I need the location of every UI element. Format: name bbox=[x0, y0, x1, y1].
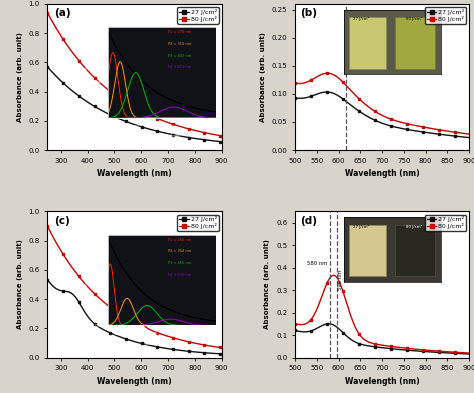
Y-axis label: Absorbance (arb. unit): Absorbance (arb. unit) bbox=[17, 32, 23, 122]
Text: (a): (a) bbox=[55, 8, 71, 18]
Legend: 27 J/cm², 80 J/cm²: 27 J/cm², 80 J/cm² bbox=[177, 7, 219, 24]
Y-axis label: Absorbance (arb. unit): Absorbance (arb. unit) bbox=[264, 240, 271, 329]
X-axis label: Wavelength (nm): Wavelength (nm) bbox=[345, 377, 419, 386]
Legend: 27 J/cm², 80 J/cm²: 27 J/cm², 80 J/cm² bbox=[425, 215, 466, 231]
Legend: 27 J/cm², 80 J/cm²: 27 J/cm², 80 J/cm² bbox=[425, 7, 466, 24]
Text: 596 nm: 596 nm bbox=[337, 270, 343, 290]
Text: (b): (b) bbox=[300, 8, 317, 18]
X-axis label: Wavelength (nm): Wavelength (nm) bbox=[345, 169, 419, 178]
Y-axis label: Absorbance (arb. unit): Absorbance (arb. unit) bbox=[17, 240, 23, 329]
Text: (d): (d) bbox=[300, 216, 317, 226]
Text: (c): (c) bbox=[55, 216, 70, 226]
X-axis label: Wavelength (nm): Wavelength (nm) bbox=[97, 169, 172, 178]
Text: 580 nm: 580 nm bbox=[307, 261, 327, 266]
Y-axis label: Absorbance (arb. unit): Absorbance (arb. unit) bbox=[260, 32, 266, 122]
X-axis label: Wavelength (nm): Wavelength (nm) bbox=[97, 377, 172, 386]
Text: 618 nm: 618 nm bbox=[347, 39, 353, 60]
Legend: 27 J/cm², 80 J/cm²: 27 J/cm², 80 J/cm² bbox=[177, 215, 219, 231]
